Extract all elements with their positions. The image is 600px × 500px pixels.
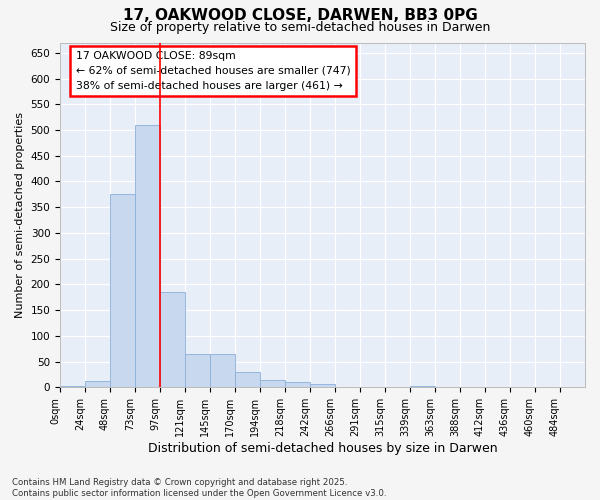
Bar — [185, 354, 210, 388]
Bar — [260, 380, 285, 388]
Text: 17 OAKWOOD CLOSE: 89sqm
← 62% of semi-detached houses are smaller (747)
38% of s: 17 OAKWOOD CLOSE: 89sqm ← 62% of semi-de… — [76, 51, 350, 90]
Bar — [235, 372, 260, 388]
Bar — [410, 386, 435, 388]
Text: 17, OAKWOOD CLOSE, DARWEN, BB3 0PG: 17, OAKWOOD CLOSE, DARWEN, BB3 0PG — [122, 8, 478, 22]
Text: Size of property relative to semi-detached houses in Darwen: Size of property relative to semi-detach… — [110, 21, 490, 34]
Y-axis label: Number of semi-detached properties: Number of semi-detached properties — [15, 112, 25, 318]
Bar — [110, 194, 135, 388]
Text: Contains HM Land Registry data © Crown copyright and database right 2025.
Contai: Contains HM Land Registry data © Crown c… — [12, 478, 386, 498]
Bar — [135, 125, 160, 388]
Bar — [210, 354, 235, 388]
Bar — [85, 380, 110, 388]
Bar — [285, 382, 310, 388]
Bar — [310, 384, 335, 388]
Bar — [160, 292, 185, 388]
Bar — [60, 386, 85, 388]
X-axis label: Distribution of semi-detached houses by size in Darwen: Distribution of semi-detached houses by … — [148, 442, 497, 455]
